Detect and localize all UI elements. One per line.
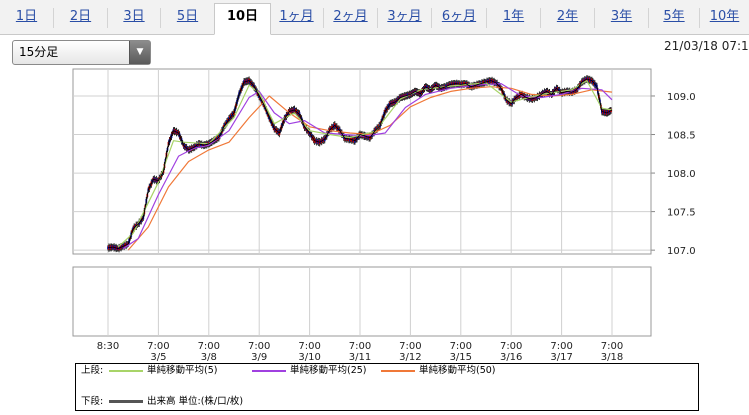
x-tick-label-time: 8:30 — [97, 341, 119, 352]
tab-5-years[interactable]: 5年 — [663, 9, 685, 24]
x-tick-label-time: 7:00 — [450, 341, 472, 352]
x-tick-label-time: 7:00 — [198, 341, 220, 352]
x-tick-label-date: 3/8 — [201, 352, 217, 363]
tab-divider — [540, 8, 541, 28]
legend-upper-row: 上段: 単純移動平均(5) 単純移動平均(25) 単純移動平均(50) — [76, 364, 698, 378]
x-tick-label-date: 3/17 — [550, 352, 572, 363]
x-tick-label-date: 3/5 — [150, 352, 166, 363]
tab-divider — [53, 8, 54, 28]
x-tick-label-date: 3/18 — [601, 352, 623, 363]
tab-10-years[interactable]: 10年 — [709, 9, 740, 24]
tab-2-years[interactable]: 2年 — [556, 9, 579, 24]
y-tick-label: 109.0 — [667, 92, 696, 103]
tab-divider — [699, 8, 700, 28]
ma50-line — [127, 86, 613, 251]
y-tick-label: 108.5 — [667, 131, 696, 142]
tab-1-year[interactable]: 1年 — [502, 9, 525, 24]
tab-divider — [323, 8, 324, 28]
legend-lower-row: 下段: 出来高 単位:(株/口/枚) — [76, 395, 698, 409]
y-tick-label: 107.5 — [667, 208, 696, 219]
tab-2-months[interactable]: 2ヶ月 — [333, 9, 368, 24]
chart-legend: 上段: 単純移動平均(5) 単純移動平均(25) 単純移動平均(50) 下段: … — [75, 363, 699, 411]
legend-item-ma5: 単純移動平均(5) — [109, 364, 217, 378]
x-tick-label-time: 7:00 — [550, 341, 572, 352]
price-panel-frame — [72, 68, 652, 255]
legend-item-ma25: 単純移動平均(25) — [252, 364, 367, 378]
tab-5-days[interactable]: 5日 — [176, 9, 199, 24]
legend-line-ma25 — [252, 369, 286, 372]
tab-3-months[interactable]: 3ヶ月 — [387, 9, 422, 24]
x-tick-label-date: 3/16 — [500, 352, 522, 363]
volume-panel-frame — [72, 266, 652, 337]
last-updated-timestamp: 21/03/18 07:1 — [664, 39, 749, 53]
y-tick-label: 107.0 — [667, 246, 696, 257]
legend-upper-label: 上段: — [81, 365, 104, 376]
tab-divider — [486, 8, 487, 28]
x-tick-label-time: 7:00 — [399, 341, 421, 352]
tab-1-day[interactable]: 1日 — [15, 9, 38, 24]
x-tick-label-time: 7:00 — [601, 341, 623, 352]
legend-line-ma50 — [381, 369, 415, 372]
legend-line-volume — [109, 400, 143, 403]
tab-1-month[interactable]: 1ヶ月 — [279, 9, 314, 24]
legend-item-volume: 出来高 単位:(株/口/枚) — [109, 395, 243, 409]
x-tick-label-time: 7:00 — [147, 341, 169, 352]
dropdown-arrow-icon[interactable]: ▼ — [129, 41, 150, 64]
tab-3-days[interactable]: 3日 — [123, 9, 145, 24]
candle-body — [107, 246, 109, 250]
legend-item-ma50: 単純移動平均(50) — [381, 364, 496, 378]
x-tick-label-time: 7:00 — [248, 341, 270, 352]
ma25-line — [122, 82, 613, 250]
tab-10-days[interactable]: 10日 — [214, 3, 271, 35]
x-tick-label-date: 3/10 — [298, 352, 320, 363]
x-tick-label-date: 3/11 — [349, 352, 371, 363]
tab-divider — [431, 8, 432, 28]
x-tick-label-date: 3/12 — [399, 352, 421, 363]
x-tick-label-date: 3/9 — [251, 352, 267, 363]
interval-select-value: 15分足 — [19, 45, 59, 59]
tab-divider — [107, 8, 108, 28]
tab-divider — [377, 8, 378, 28]
tab-3-years[interactable]: 3年 — [610, 9, 633, 24]
x-tick-label-time: 7:00 — [500, 341, 522, 352]
x-tick-label-date: 3/15 — [450, 352, 472, 363]
legend-lower-label: 下段: — [81, 396, 104, 407]
y-tick-label: 108.0 — [667, 169, 696, 180]
tab-divider — [594, 8, 595, 28]
interval-select[interactable]: 15分足 ▼ — [12, 40, 151, 65]
legend-line-ma5 — [109, 369, 143, 372]
x-tick-label-time: 7:00 — [298, 341, 320, 352]
x-tick-label-time: 7:00 — [349, 341, 371, 352]
period-tab-bar: 1日 2日 3日 5日 10日 1ヶ月 2ヶ月 3ヶ月 6ヶ月 1年 2年 3年… — [0, 0, 749, 35]
price-line — [107, 78, 613, 250]
tab-2-days[interactable]: 2日 — [69, 9, 92, 24]
tab-divider — [160, 8, 161, 28]
tab-divider — [648, 8, 649, 28]
tab-6-months[interactable]: 6ヶ月 — [441, 9, 477, 24]
